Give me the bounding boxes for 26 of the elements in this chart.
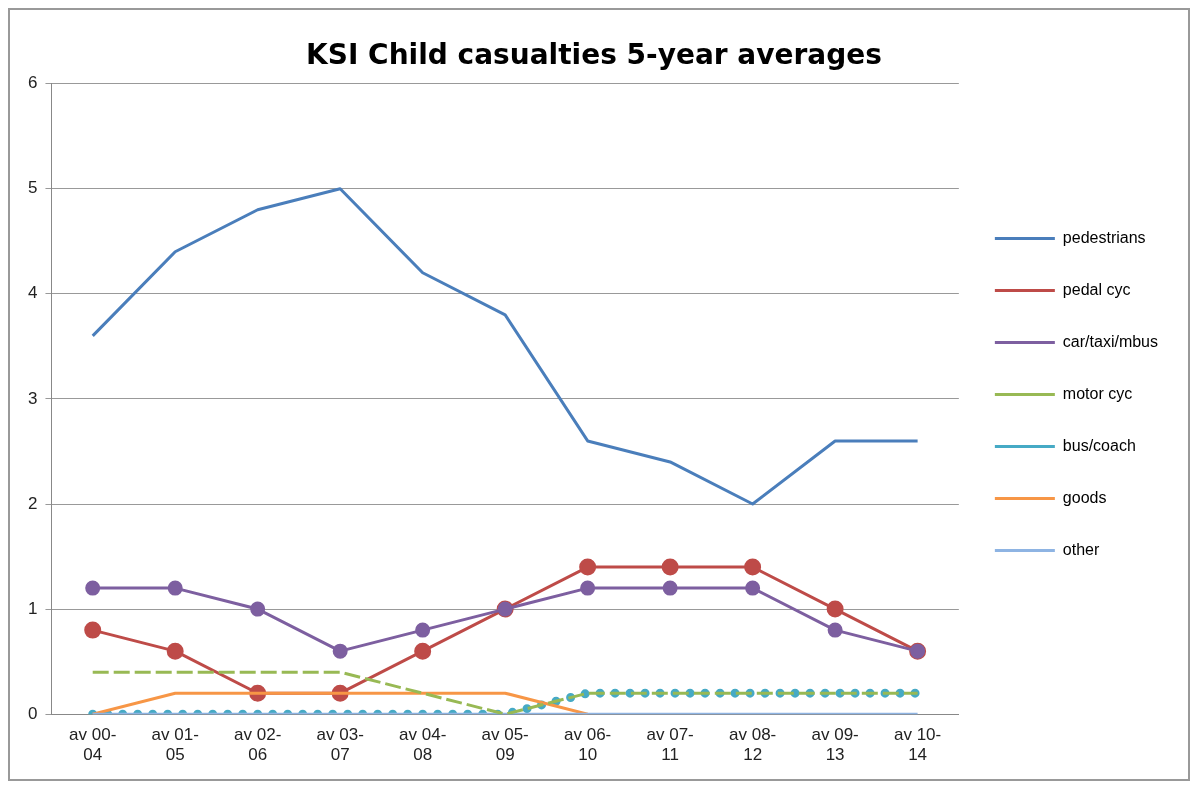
legend-label: bus/coach — [1062, 436, 1136, 454]
x-tick-label: av 01-05 — [151, 725, 199, 765]
x-tick-label: av 00-04 — [69, 725, 117, 765]
legend-label: other — [1062, 540, 1100, 558]
x-tick-label: av 10-14 — [893, 725, 942, 765]
y-tick-label: 1 — [27, 598, 38, 618]
x-tick-label: av 03-07 — [316, 725, 364, 765]
legend-label: motor cyc — [1062, 384, 1133, 402]
legend-label: pedal cyc — [1062, 280, 1131, 298]
x-tick-label: av 09-13 — [811, 725, 859, 765]
x-tick-label: av 04-08 — [399, 725, 447, 765]
x-tick-label: av 02-06 — [234, 725, 282, 765]
y-tick-label: 5 — [27, 178, 38, 198]
legend-label: car/taxi/mbus — [1062, 332, 1158, 350]
y-tick-label: 0 — [27, 703, 38, 723]
x-tick-label: av 06-10 — [564, 725, 612, 765]
x-tick-label: av 07-11 — [646, 725, 694, 765]
y-tick-label: 2 — [27, 493, 38, 513]
chart-title: KSI Child casualties 5-year averages — [306, 38, 882, 72]
x-tick-label: av 05-09 — [481, 725, 529, 765]
y-tick-label: 3 — [27, 388, 38, 408]
y-tick-label: 6 — [27, 73, 38, 93]
legend-label: goods — [1062, 488, 1107, 506]
legend-label: pedestrians — [1062, 228, 1146, 246]
y-tick-label: 4 — [27, 283, 38, 303]
x-tick-label: av 08-12 — [729, 725, 777, 765]
